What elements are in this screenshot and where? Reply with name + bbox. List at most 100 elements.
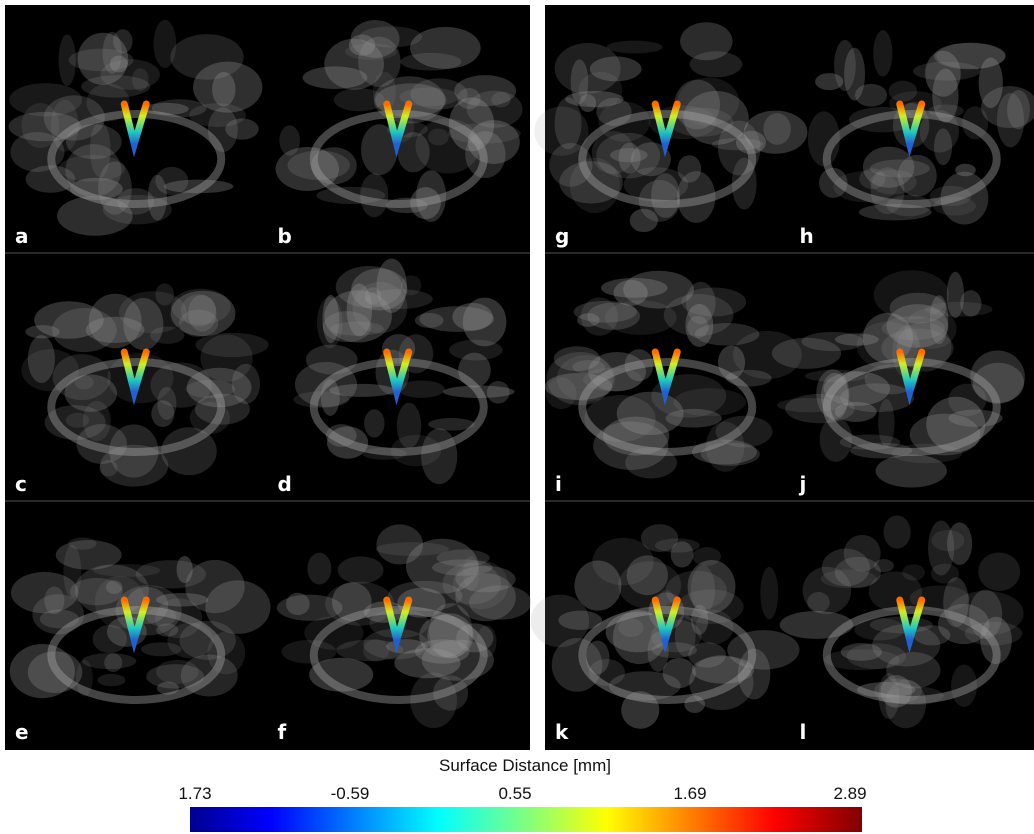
bone-blob (9, 644, 75, 699)
bone-blob (324, 38, 385, 90)
panels: a b c d e f g h i j k l (5, 5, 1034, 750)
bone-blob (711, 138, 764, 151)
bone-blob (491, 92, 511, 108)
arch (309, 110, 488, 208)
bone-blob (89, 121, 111, 178)
bone-blob (58, 155, 126, 182)
bone-blob (81, 75, 151, 98)
bone-blob (801, 331, 864, 352)
bone-blob (180, 654, 238, 697)
bone-blob (455, 565, 516, 593)
bone-blob (279, 125, 300, 156)
bone-blob (157, 386, 177, 420)
bone-blob (559, 161, 623, 204)
colorbar-tick-label: 1.69 (673, 784, 706, 803)
bone-blob (558, 610, 603, 630)
bone-blob (928, 520, 955, 576)
bone-blob (621, 691, 660, 729)
bone-blob (156, 681, 180, 695)
panel-label: j (799, 472, 807, 496)
bone-blob (771, 337, 842, 369)
bone-blob (657, 589, 675, 617)
bone-blob (909, 413, 981, 456)
bone-blob (886, 652, 941, 689)
bone-blob (569, 157, 620, 213)
bone-blob (348, 34, 376, 56)
bone-blob (447, 123, 521, 144)
bone-blob (889, 292, 947, 324)
bone-blob (52, 308, 117, 353)
bone-blob (596, 97, 632, 126)
bone-blob (293, 391, 350, 408)
bone-blob (376, 258, 407, 313)
bone-blob (930, 563, 960, 584)
scan-render (544, 270, 802, 479)
bone-blob (170, 290, 236, 337)
scan-render (276, 524, 532, 729)
bone-blob (94, 575, 145, 629)
bone-blob (351, 268, 408, 311)
bone-blob (171, 288, 231, 325)
bone-blob (669, 107, 734, 137)
bone-blob (156, 623, 179, 637)
bone-blob (397, 380, 445, 398)
bone-blob (948, 409, 1003, 427)
bone-blob (969, 589, 1003, 640)
bone-blob (580, 297, 618, 336)
bone-blob (8, 111, 81, 142)
arch (822, 606, 1001, 704)
bone-blob (715, 415, 773, 448)
bone-blob (556, 355, 616, 402)
bone-blob (677, 155, 702, 183)
bone-blob (605, 611, 670, 653)
bone-blob (286, 592, 310, 616)
bone-blob (65, 412, 90, 428)
bone-blob (207, 631, 246, 675)
bone-blob (50, 99, 79, 152)
bone-blob (674, 614, 696, 657)
bone-blob (534, 106, 589, 156)
bone-blob (194, 393, 250, 425)
bone-blob (854, 618, 906, 641)
bone-blob (410, 26, 481, 69)
bone-blob (804, 369, 868, 383)
bone-blob (361, 124, 398, 176)
bone-blob (419, 614, 470, 658)
bone-blob (570, 59, 589, 105)
bone-blob (878, 399, 895, 448)
bone-blob (469, 585, 532, 620)
bone-blob (859, 168, 886, 190)
bone-blob (100, 59, 160, 90)
bone-blob (305, 344, 358, 375)
bone-blob (978, 552, 1021, 592)
bone-blob (674, 79, 721, 130)
bone-blob (375, 542, 449, 556)
implant (651, 596, 681, 654)
bone-blob (375, 83, 447, 118)
bone-blob (588, 352, 646, 392)
bone-blob (530, 594, 590, 648)
bone-blob (572, 360, 606, 374)
bone-blob (691, 439, 757, 465)
bone-blob (27, 335, 55, 383)
bone-blob (391, 434, 442, 467)
bone-blob (680, 22, 733, 61)
bone-blob (891, 443, 963, 464)
bone-blob (345, 43, 397, 60)
bone-blob (624, 349, 654, 382)
bone-blob (360, 173, 389, 218)
bone-blob (105, 580, 123, 595)
bone-blob (167, 622, 214, 659)
bone-blob (868, 571, 922, 612)
bone-blob (948, 383, 987, 416)
bone-blob (909, 585, 970, 612)
implant (651, 100, 681, 158)
bone-blob (840, 643, 882, 661)
bone-blob (981, 86, 1034, 129)
bone-blob (104, 653, 123, 672)
bone-blob (819, 167, 848, 198)
bone-blob (651, 642, 698, 659)
bone-blob (463, 555, 480, 591)
bone-blob (326, 426, 369, 459)
bone-blob (589, 56, 642, 82)
